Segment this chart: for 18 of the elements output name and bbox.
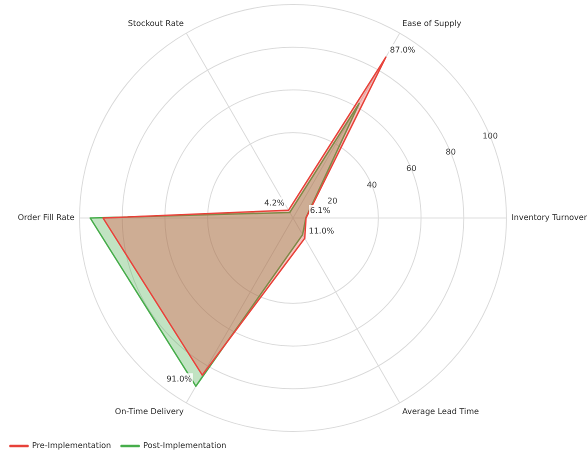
y-tick-label: 20 <box>327 196 338 206</box>
spoke-label: Inventory Turnover <box>511 213 588 222</box>
spoke-label: On-Time Delivery <box>114 407 184 416</box>
spoke-label: Ease of Supply <box>402 19 462 28</box>
y-tick-label: 60 <box>406 164 416 174</box>
spoke-label: Stockout Rate <box>128 19 184 28</box>
legend-label: Post-Implementation <box>143 441 226 450</box>
data-label: 87.0% <box>390 45 416 54</box>
data-label: 4.2% <box>264 198 285 208</box>
data-label: 91.0% <box>166 374 192 384</box>
y-tick-label: 80 <box>446 148 456 157</box>
y-tick-label: 40 <box>366 180 377 190</box>
data-label: 6.1% <box>310 206 331 216</box>
spoke-label: Average Lead Time <box>402 407 480 416</box>
y-tick-label: 100 <box>482 131 498 140</box>
legend-label: Pre-Implementation <box>32 441 112 450</box>
data-label: 11.0% <box>308 226 335 236</box>
spoke-label: Order Fill Rate <box>18 213 75 222</box>
